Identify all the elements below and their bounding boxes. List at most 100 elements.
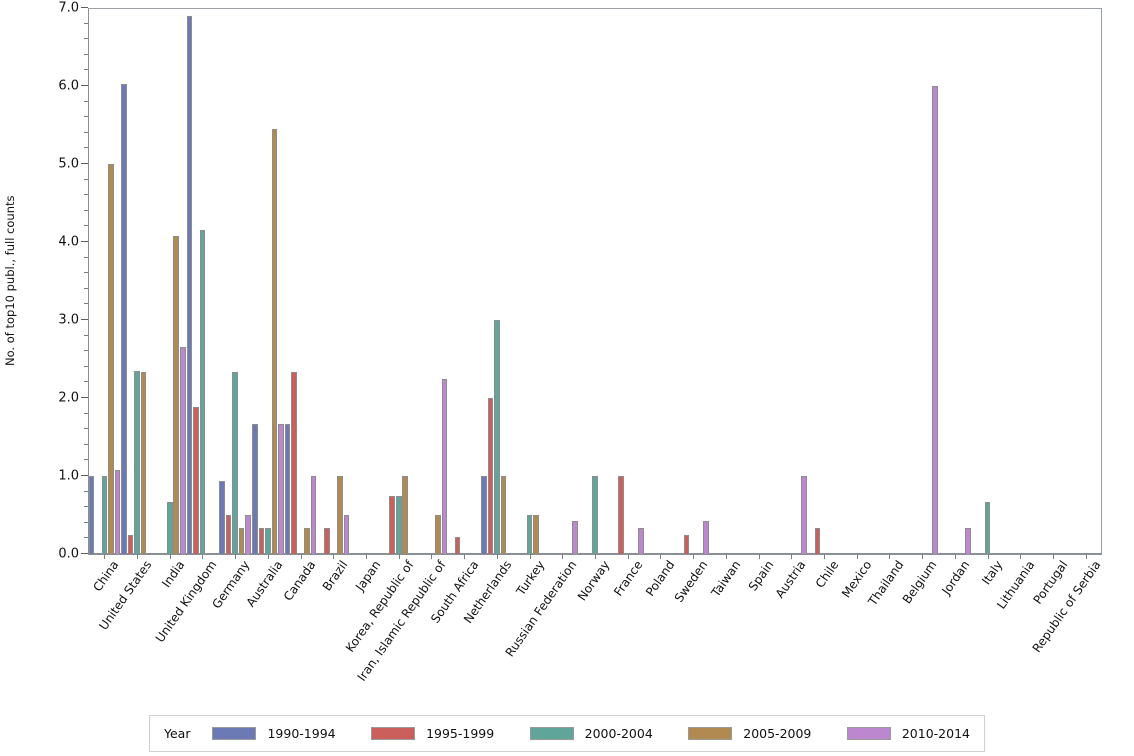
x-axis-label: Norway xyxy=(574,558,613,604)
bar-group xyxy=(743,8,775,554)
y-tick-major xyxy=(81,84,88,86)
x-axis-label: Turkey xyxy=(513,558,548,599)
legend-swatch xyxy=(846,727,891,740)
x-tick xyxy=(823,554,825,559)
bar[interactable] xyxy=(526,515,533,554)
bar[interactable] xyxy=(252,423,258,554)
bar-group xyxy=(121,8,153,554)
x-tick xyxy=(627,554,629,559)
x-tick xyxy=(954,554,956,559)
bar[interactable] xyxy=(801,476,808,554)
bar[interactable] xyxy=(245,515,251,554)
bar-group xyxy=(219,8,251,554)
bar[interactable] xyxy=(134,370,140,554)
bar[interactable] xyxy=(101,476,108,554)
x-tick xyxy=(333,554,335,559)
bar[interactable] xyxy=(179,347,186,554)
bar[interactable] xyxy=(173,235,180,554)
bar[interactable] xyxy=(258,528,265,554)
bar[interactable] xyxy=(127,534,134,554)
y-tick-minor xyxy=(84,131,88,133)
bar[interactable] xyxy=(500,476,507,554)
y-tick-major xyxy=(81,474,88,476)
bar[interactable] xyxy=(487,398,494,554)
bar[interactable] xyxy=(199,230,206,554)
bar[interactable] xyxy=(265,528,271,554)
y-tick-minor xyxy=(84,100,88,102)
x-axis-label: Jordan xyxy=(938,558,973,598)
legend-label: 1990-1994 xyxy=(267,726,336,741)
y-axis-label: No. of top10 publ., full counts xyxy=(3,195,17,367)
bar[interactable] xyxy=(186,15,193,554)
bar[interactable] xyxy=(140,372,147,554)
bar[interactable] xyxy=(108,164,114,554)
bar-group xyxy=(939,8,971,554)
x-tick xyxy=(529,554,531,559)
y-tick-minor xyxy=(84,412,88,414)
bar[interactable] xyxy=(965,528,971,554)
bar[interactable] xyxy=(88,476,95,554)
bar[interactable] xyxy=(238,528,245,554)
bar[interactable] xyxy=(441,379,448,554)
bar-group xyxy=(448,8,480,554)
bar[interactable] xyxy=(454,536,461,554)
bar[interactable] xyxy=(395,495,402,554)
bar[interactable] xyxy=(572,521,579,554)
x-tick xyxy=(693,554,695,559)
bar[interactable] xyxy=(219,480,225,554)
y-tick-minor xyxy=(84,272,88,274)
bar[interactable] xyxy=(814,528,821,554)
legend-item[interactable]: 2000-2004 xyxy=(529,726,653,741)
bar[interactable] xyxy=(310,476,317,554)
bar[interactable] xyxy=(114,469,121,554)
bar[interactable] xyxy=(225,515,232,554)
bar[interactable] xyxy=(703,521,709,554)
bar[interactable] xyxy=(984,501,991,554)
legend-item[interactable]: 1995-1999 xyxy=(371,726,494,741)
y-tick-minor xyxy=(84,506,88,508)
bar[interactable] xyxy=(494,320,500,554)
legend-item[interactable]: 1990-1994 xyxy=(212,726,336,741)
bar[interactable] xyxy=(304,528,310,554)
bar[interactable] xyxy=(271,128,278,554)
y-tick-minor xyxy=(84,116,88,118)
bar[interactable] xyxy=(481,476,487,554)
x-tick xyxy=(1052,554,1054,559)
bar[interactable] xyxy=(232,372,238,554)
bar[interactable] xyxy=(324,528,330,554)
bar[interactable] xyxy=(284,423,291,554)
bar[interactable] xyxy=(637,528,644,554)
bar[interactable] xyxy=(278,423,284,554)
bar[interactable] xyxy=(121,83,127,554)
bar[interactable] xyxy=(166,501,173,554)
bar-group xyxy=(906,8,938,554)
x-axis-label: Taiwan xyxy=(708,558,744,600)
bar[interactable] xyxy=(435,515,441,554)
bar[interactable] xyxy=(683,534,690,554)
bar[interactable] xyxy=(533,515,539,554)
y-tick-minor xyxy=(84,287,88,289)
x-tick xyxy=(922,554,924,559)
bar[interactable] xyxy=(193,406,199,554)
bar[interactable] xyxy=(932,86,938,554)
legend-item[interactable]: 2010-2014 xyxy=(846,726,970,741)
bar[interactable] xyxy=(592,476,598,554)
y-tick-minor xyxy=(84,303,88,305)
bar[interactable] xyxy=(291,372,297,554)
bar[interactable] xyxy=(337,476,343,554)
x-tick xyxy=(300,554,302,559)
x-axis-label: France xyxy=(610,558,646,599)
bar[interactable] xyxy=(618,476,624,554)
y-tick-label: 7.0 xyxy=(58,0,79,16)
bar[interactable] xyxy=(389,495,396,554)
y-tick-minor xyxy=(84,209,88,211)
y-tick-major xyxy=(81,396,88,398)
y-tick-minor xyxy=(84,459,88,461)
bar-group xyxy=(775,8,808,554)
y-tick-minor xyxy=(84,194,88,196)
bar[interactable] xyxy=(343,515,350,554)
legend-item[interactable]: 2005-2009 xyxy=(688,726,811,741)
bar-group xyxy=(383,8,415,554)
x-tick xyxy=(660,554,662,559)
bar[interactable] xyxy=(402,476,409,554)
